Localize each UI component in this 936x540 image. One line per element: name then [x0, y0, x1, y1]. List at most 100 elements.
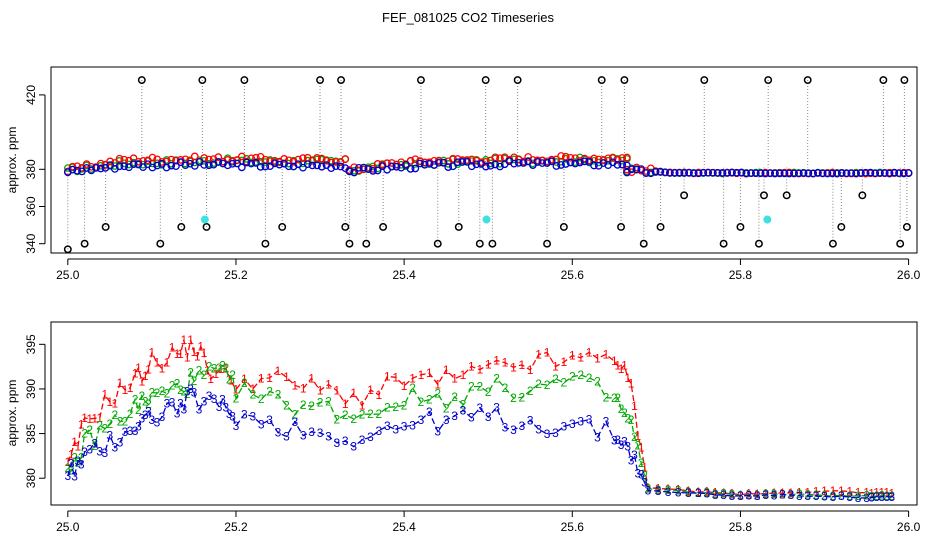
series-point-label: 2: [655, 483, 662, 497]
series-point-label: 3: [169, 396, 176, 410]
series-point-label: 3: [796, 489, 803, 503]
series-point-label: 3: [518, 419, 525, 433]
series-point-label: 2: [476, 379, 483, 393]
series-point: [880, 169, 889, 177]
series-point-label: 2: [855, 489, 862, 503]
series-point: [775, 169, 784, 178]
bottom-panel-axes: 25.0 25.2 25.4 25.6 25.8 26.0 380 385 390 395: [24, 334, 921, 534]
series-point-label: 2: [71, 451, 78, 465]
series-point-label: 3: [685, 486, 692, 500]
series-point-label: 1: [138, 374, 145, 388]
series-point-label: 1: [618, 362, 625, 376]
series-point-label: 2: [510, 391, 517, 405]
series-point-label: 1: [177, 347, 184, 361]
series-point-label: 2: [754, 488, 761, 502]
series-point-label: 1: [96, 411, 103, 425]
series-point: [406, 165, 415, 173]
series-point-label: 1: [117, 376, 124, 390]
series-point: [771, 169, 779, 178]
series-point-label: 2: [813, 488, 820, 502]
series-point-label: 2: [187, 365, 194, 379]
bottom-panel-frame: [50, 321, 918, 506]
series-point: [780, 169, 789, 178]
series-point-label: 3: [762, 488, 769, 502]
series-point: [223, 161, 232, 170]
series-point: [637, 165, 646, 173]
series-point: [533, 158, 542, 166]
series-point-label: 3: [291, 415, 298, 429]
series-point-label: 3: [434, 425, 441, 439]
series-point-label: 2: [249, 387, 256, 401]
series-point-label: 1: [628, 377, 635, 391]
series-point-label: 3: [101, 446, 108, 460]
series-point: [482, 162, 490, 171]
series-point-label: 2: [226, 372, 233, 386]
series-point-label: 3: [149, 413, 156, 427]
outlier-point: [879, 76, 888, 84]
series-point-label: 2: [888, 489, 895, 503]
series-point-label: 2: [174, 377, 181, 391]
outlier-point: [764, 76, 773, 84]
series-point-label: 1: [68, 447, 75, 461]
series-point: [308, 161, 317, 170]
series-point-label: 3: [325, 429, 332, 443]
series-point-label: 3: [426, 405, 433, 419]
series-point-label: 1: [392, 370, 399, 384]
series-point-label: 1: [830, 484, 837, 498]
outlier-point: [137, 76, 146, 84]
series-point: [237, 163, 246, 172]
series-point-label: 1: [611, 354, 618, 368]
series-point: [411, 155, 420, 164]
series-point-label: 2: [91, 439, 98, 453]
top-panel-y-tick-label: 420: [24, 85, 38, 105]
series-point-label: 2: [376, 407, 383, 421]
series-point: [200, 161, 209, 169]
series-point-label: 2: [638, 456, 645, 470]
series-point-label: 2: [603, 391, 610, 405]
series-point-label: 1: [112, 396, 119, 410]
series-point-label: 1: [266, 371, 273, 385]
series-point-label: 3: [535, 422, 542, 436]
series-point-label: 1: [804, 485, 811, 499]
series-point-label: 3: [81, 445, 88, 459]
series-point-label: 3: [174, 406, 181, 420]
series-point-label: 2: [401, 398, 408, 412]
series-point: [336, 162, 345, 171]
series-point-label: 3: [71, 469, 78, 483]
series-point: [557, 161, 565, 169]
series-point-label: 1: [443, 363, 450, 377]
series-point: [670, 169, 679, 177]
series-point: [510, 159, 518, 168]
series-point: [190, 162, 199, 170]
series-point-label: 2: [154, 386, 161, 400]
series-point-label: 2: [164, 387, 171, 401]
bottom-panel-x-tick-label: 25.2: [224, 520, 248, 534]
top-panel-y-tick-label: 360: [24, 196, 38, 216]
outlier-point: [362, 239, 371, 248]
series-point-label: 2: [142, 395, 149, 409]
series-point-label: 3: [603, 414, 610, 428]
series-point-label: 3: [638, 468, 645, 482]
series-point-label: 2: [96, 419, 103, 433]
series-point: [125, 160, 133, 169]
series-point: [420, 160, 429, 169]
series-point: [737, 168, 746, 177]
series-point-label: 3: [635, 467, 642, 481]
series-point: [214, 158, 223, 166]
outlier-point: [559, 223, 568, 231]
series-point: [294, 155, 303, 164]
series-point: [453, 158, 462, 167]
series-point-label: 1: [665, 482, 672, 496]
series-point-label: 1: [855, 486, 862, 500]
series-point-label: 1: [291, 378, 298, 392]
series-point-label: 3: [460, 403, 467, 417]
outlier-point: [488, 239, 497, 248]
outlier-point: [202, 223, 211, 231]
series-point: [416, 157, 424, 165]
series-line-1: [67, 339, 892, 496]
bottom-panel-marks: 1111111111111111111111111111111111111111…: [64, 333, 895, 505]
series-point-label: 2: [191, 374, 198, 388]
series-point-label: 2: [138, 389, 145, 403]
series-point-label: 2: [201, 368, 208, 382]
series-point-label: 3: [122, 425, 129, 439]
